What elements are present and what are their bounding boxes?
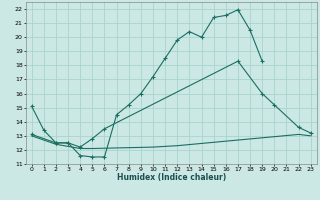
X-axis label: Humidex (Indice chaleur): Humidex (Indice chaleur) — [116, 173, 226, 182]
